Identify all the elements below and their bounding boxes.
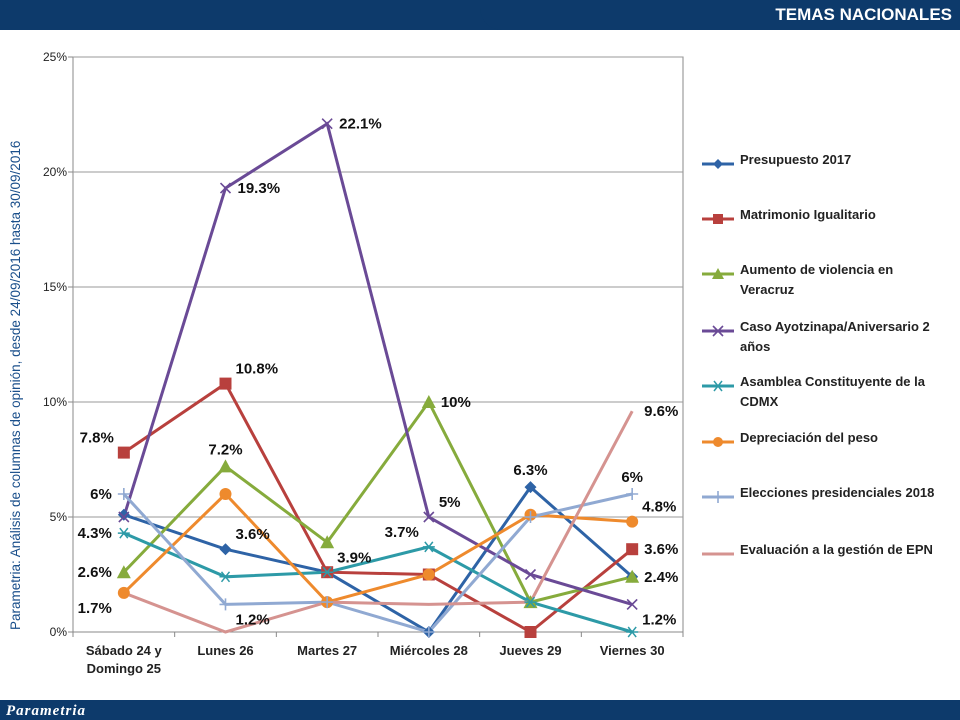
legend-key — [702, 552, 734, 556]
legend-label: Depreciación del peso — [740, 430, 878, 445]
data-point — [219, 488, 232, 500]
y-tick-label: 0% — [50, 625, 68, 639]
legend-key — [702, 159, 734, 169]
data-point — [117, 446, 130, 459]
y-tick-label: 15% — [43, 280, 67, 294]
x-tick-label: Sábado 24 y — [86, 643, 163, 658]
series-line — [122, 492, 633, 634]
data-label: 3.7% — [385, 524, 419, 541]
plot-area — [72, 56, 684, 633]
data-label: 4.8% — [642, 499, 676, 516]
series-line — [122, 491, 633, 604]
data-label: 7.2% — [208, 441, 242, 458]
data-label: 3.9% — [337, 549, 371, 566]
data-point — [116, 565, 131, 579]
data-point — [626, 488, 639, 500]
data-label: 3.6% — [644, 541, 678, 558]
data-point — [422, 541, 435, 553]
data-label: 1.2% — [642, 611, 676, 628]
data-point — [524, 511, 537, 523]
data-point — [422, 626, 435, 638]
data-point — [118, 511, 130, 523]
data-point — [423, 511, 435, 523]
legend-label: Aumento de violencia en Veracruz — [740, 262, 894, 297]
data-label: 22.1% — [339, 116, 382, 133]
data-label: 2.4% — [644, 569, 678, 586]
data-point — [117, 586, 130, 599]
header-divider — [0, 30, 960, 36]
legend-key — [702, 325, 734, 337]
series-line — [122, 121, 633, 606]
legend-key — [702, 437, 734, 447]
data-point — [117, 527, 130, 539]
footer-bar: Parametria — [0, 700, 960, 720]
data-point — [626, 515, 639, 528]
data-label: 10.8% — [236, 361, 279, 378]
legend-key — [702, 268, 734, 279]
data-label: 19.3% — [238, 180, 281, 197]
data-point — [117, 488, 130, 500]
data-label: 2.6% — [78, 564, 112, 581]
series-line — [123, 410, 634, 634]
legend-key — [702, 380, 734, 392]
data-point — [422, 568, 435, 581]
legend-key — [702, 491, 734, 503]
data-point — [321, 596, 334, 609]
data-point — [218, 459, 233, 473]
data-label: 6.3% — [513, 462, 547, 479]
x-tick-label: Domingo 25 — [87, 661, 161, 676]
data-point — [524, 568, 537, 581]
data-point — [625, 569, 640, 583]
data-label: 5% — [439, 494, 461, 511]
legend-label: Evaluación a la gestión de EPN — [740, 542, 933, 557]
data-label: 6% — [621, 469, 643, 486]
page-title: TEMAS NACIONALES — [775, 5, 952, 24]
data-point — [524, 481, 537, 494]
x-tick-label: Viernes 30 — [600, 643, 665, 658]
x-tick-label: Martes 27 — [297, 643, 357, 658]
data-point — [626, 543, 639, 556]
data-point — [524, 596, 537, 608]
data-label: 10% — [441, 394, 471, 411]
data-label: 9.6% — [644, 403, 678, 420]
legend-label: Matrimonio Igualitario — [740, 207, 876, 222]
data-point — [421, 395, 436, 408]
series-line — [123, 531, 633, 634]
data-point — [524, 626, 537, 638]
legend-label: Caso Ayotzinapa/Aniversario 2 años — [740, 319, 930, 354]
legend-label: Elecciones presidenciales 2018 — [740, 485, 935, 500]
data-point — [626, 598, 638, 610]
data-label: 7.8% — [80, 430, 114, 447]
data-point — [117, 508, 130, 521]
data-label: 3.6% — [236, 526, 270, 543]
x-tick-label: Lunes 26 — [197, 643, 253, 658]
title-tab: TEMAS NACIONALES — [480, 0, 960, 30]
y-tick-label: 10% — [43, 395, 67, 409]
data-point — [321, 566, 334, 578]
data-label: 1.2% — [236, 611, 270, 628]
data-label: 1.7% — [78, 600, 112, 617]
y-tick-label: 20% — [43, 165, 67, 179]
legend-key — [702, 214, 734, 224]
data-point — [320, 535, 335, 549]
data-label: 6% — [90, 486, 112, 503]
data-label: 4.3% — [78, 525, 112, 542]
data-point — [626, 626, 639, 638]
data-point — [219, 571, 232, 583]
data-point — [219, 598, 232, 611]
x-tick-label: Jueves 29 — [499, 643, 561, 658]
data-point — [321, 118, 333, 130]
data-point — [219, 182, 232, 194]
series-line — [122, 399, 633, 604]
legend-label: Presupuesto 2017 — [740, 152, 852, 167]
y-tick-label: 25% — [43, 50, 67, 64]
data-point — [219, 377, 232, 390]
x-tick-label: Miércoles 28 — [390, 643, 468, 658]
brand-logo: Parametria — [6, 703, 86, 719]
y-tick-label: 5% — [50, 510, 68, 524]
legend-label: Asamblea Constituyente de la CDMX — [740, 374, 925, 409]
data-point — [219, 543, 232, 556]
series-line — [122, 381, 634, 634]
